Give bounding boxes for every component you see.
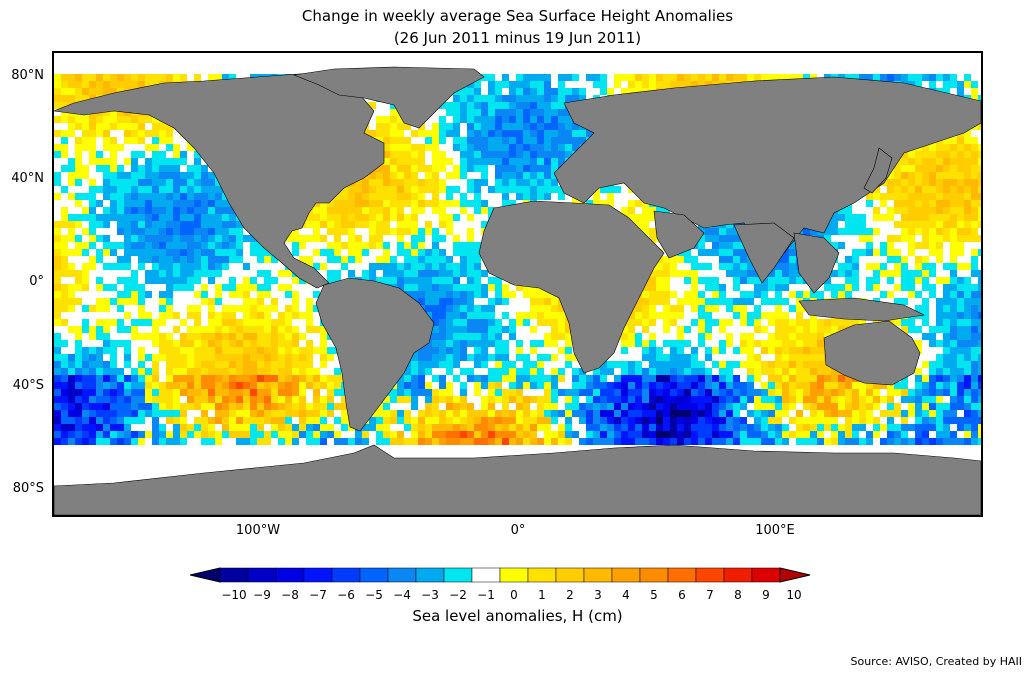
colorbar-segment: [695, 567, 725, 583]
lon-label-0: 0°: [510, 523, 526, 538]
colorbar-segment: [303, 567, 333, 583]
colorbar-segment: [723, 567, 753, 583]
landmass-indonesia: [798, 297, 925, 322]
landmass-south-america: [315, 277, 435, 432]
colorbar-tick-label: 7: [706, 588, 714, 602]
lat-label-80s: 80°S: [12, 481, 44, 496]
colorbar-segment: [387, 567, 417, 583]
colorbar-segment: [555, 567, 585, 583]
colorbar-tick-label: −5: [365, 588, 383, 602]
world-map: [52, 51, 983, 517]
colorbar-tick-label: −6: [337, 588, 355, 602]
colorbar-segment: [527, 567, 557, 583]
colorbar-tick-label: −10: [221, 588, 247, 602]
colorbar-tick-label: −2: [449, 588, 467, 602]
colorbar-tick-label: 0: [510, 588, 518, 602]
colorbar-tick-label: 4: [622, 588, 630, 602]
map-subtitle: (26 Jun 2011 minus 19 Jun 2011): [393, 29, 642, 47]
map-title: Change in weekly average Sea Surface Hei…: [301, 7, 734, 25]
colorbar-segment: [443, 567, 473, 583]
colorbar-segment: [219, 567, 249, 583]
colorbar-segment: [499, 567, 529, 583]
landmass-japan: [863, 147, 893, 194]
lat-label-80n: 80°N: [11, 68, 44, 83]
colorbar-segment: [471, 567, 501, 583]
landmass-antarctica: [54, 444, 981, 515]
source-credit: Source: AVISO, Created by HAII: [850, 655, 1022, 668]
colorbar-extend-min: [190, 567, 221, 583]
colorbar-tick-label: 10: [786, 588, 802, 602]
colorbar-tick-label: 1: [538, 588, 546, 602]
landmass-africa: [478, 200, 665, 374]
colorbar-segment: [275, 567, 305, 583]
colorbar-tick-label: −4: [393, 588, 411, 602]
landmass-india: [733, 222, 795, 284]
colorbar-tick-label: −9: [253, 588, 271, 602]
colorbar-tick-label: −7: [309, 588, 327, 602]
colorbar-segment: [667, 567, 697, 583]
colorbar-tick-label: 2: [566, 588, 574, 602]
colorbar-segment: [751, 567, 781, 583]
lat-label-40s: 40°S: [12, 378, 44, 393]
colorbar-segment: [247, 567, 277, 583]
landmass-southeast-asia: [793, 232, 840, 294]
colorbar-tick-label: 6: [678, 588, 686, 602]
colorbar-segment: [639, 567, 669, 583]
colorbar: [190, 567, 811, 583]
colorbar-segment: [359, 567, 389, 583]
landmass-australia: [823, 320, 921, 386]
colorbar-tick-label: 3: [594, 588, 602, 602]
colorbar-tick-label: 9: [762, 588, 770, 602]
landmass-greenland: [292, 66, 485, 129]
colorbar-extend-max: [779, 567, 811, 583]
land-masses: [54, 66, 981, 515]
lat-label-0: 0°: [29, 274, 44, 289]
map-canvas: [54, 66, 981, 515]
colorbar-tick-label: −8: [281, 588, 299, 602]
colorbar-tick-label: 8: [734, 588, 742, 602]
colorbar-segment: [611, 567, 641, 583]
colorbar-tick-label: 5: [650, 588, 658, 602]
colorbar-segment: [583, 567, 613, 583]
colorbar-caption: Sea level anomalies, H (cm): [412, 607, 623, 625]
lat-label-40n: 40°N: [11, 171, 44, 186]
colorbar-tick-label: −1: [477, 588, 495, 602]
landmass-arabia: [653, 210, 705, 259]
colorbar-segment: [415, 567, 445, 583]
lon-label-100w: 100°W: [235, 523, 281, 538]
lon-label-100e: 100°E: [755, 523, 795, 538]
colorbar-segment: [331, 567, 361, 583]
colorbar-tick-labels: −10 −9 −8 −7 −6 −5 −4 −3 −2 −1 0 1 2 3 4 5 6 7 8 9 10: [0, 588, 1035, 604]
landmass-north-america: [54, 72, 385, 289]
colorbar-tick-label: −3: [421, 588, 439, 602]
